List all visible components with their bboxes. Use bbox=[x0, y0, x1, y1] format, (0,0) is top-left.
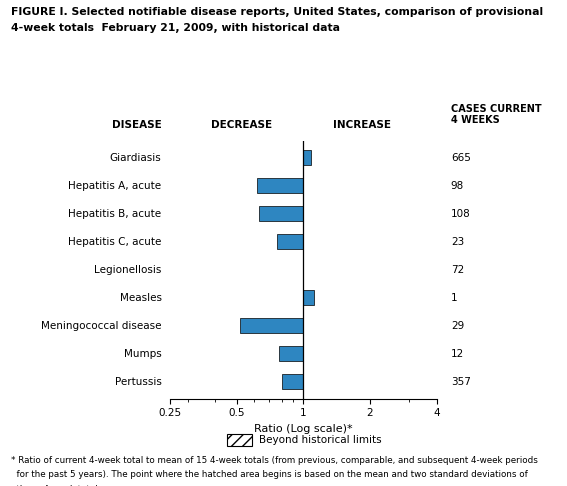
Text: DISEASE: DISEASE bbox=[112, 120, 162, 130]
Bar bbox=[277, 234, 303, 249]
Text: 98: 98 bbox=[451, 181, 464, 191]
Text: 1: 1 bbox=[451, 293, 458, 303]
Text: Hepatitis C, acute: Hepatitis C, acute bbox=[68, 237, 162, 247]
Text: 108: 108 bbox=[451, 208, 471, 219]
Bar bbox=[259, 206, 303, 222]
Text: 23: 23 bbox=[451, 237, 464, 247]
Text: Beyond historical limits: Beyond historical limits bbox=[259, 435, 382, 445]
X-axis label: Ratio (Log scale)*: Ratio (Log scale)* bbox=[254, 424, 353, 434]
Text: DECREASE: DECREASE bbox=[211, 120, 273, 130]
Bar bbox=[240, 318, 303, 333]
Text: Hepatitis A, acute: Hepatitis A, acute bbox=[69, 181, 162, 191]
Text: Hepatitis B, acute: Hepatitis B, acute bbox=[69, 208, 162, 219]
Text: 357: 357 bbox=[451, 377, 471, 387]
Text: CASES CURRENT
4 WEEKS: CASES CURRENT 4 WEEKS bbox=[451, 104, 541, 125]
Bar bbox=[282, 374, 303, 389]
Text: these 4-week totals.: these 4-week totals. bbox=[11, 485, 105, 486]
Text: Giardiasis: Giardiasis bbox=[110, 153, 162, 163]
Text: Mumps: Mumps bbox=[124, 349, 162, 359]
Text: Pertussis: Pertussis bbox=[115, 377, 162, 387]
Text: Legionellosis: Legionellosis bbox=[94, 265, 162, 275]
Text: * Ratio of current 4-week total to mean of 15 4-week totals (from previous, comp: * Ratio of current 4-week total to mean … bbox=[11, 456, 538, 465]
Text: for the past 5 years). The point where the hatched area begins is based on the m: for the past 5 years). The point where t… bbox=[11, 470, 528, 480]
Text: 665: 665 bbox=[451, 153, 471, 163]
Text: 29: 29 bbox=[451, 321, 464, 331]
Text: 72: 72 bbox=[451, 265, 464, 275]
Text: 4-week totals  February 21, 2009, with historical data: 4-week totals February 21, 2009, with hi… bbox=[11, 23, 340, 34]
Bar bbox=[257, 178, 303, 193]
Bar bbox=[303, 150, 311, 165]
Text: 12: 12 bbox=[451, 349, 464, 359]
Text: Meningococcal disease: Meningococcal disease bbox=[41, 321, 162, 331]
Text: FIGURE I. Selected notifiable disease reports, United States, comparison of prov: FIGURE I. Selected notifiable disease re… bbox=[11, 7, 543, 17]
Bar bbox=[280, 346, 303, 362]
Text: INCREASE: INCREASE bbox=[333, 120, 391, 130]
Bar bbox=[303, 290, 314, 305]
Text: Measles: Measles bbox=[120, 293, 162, 303]
